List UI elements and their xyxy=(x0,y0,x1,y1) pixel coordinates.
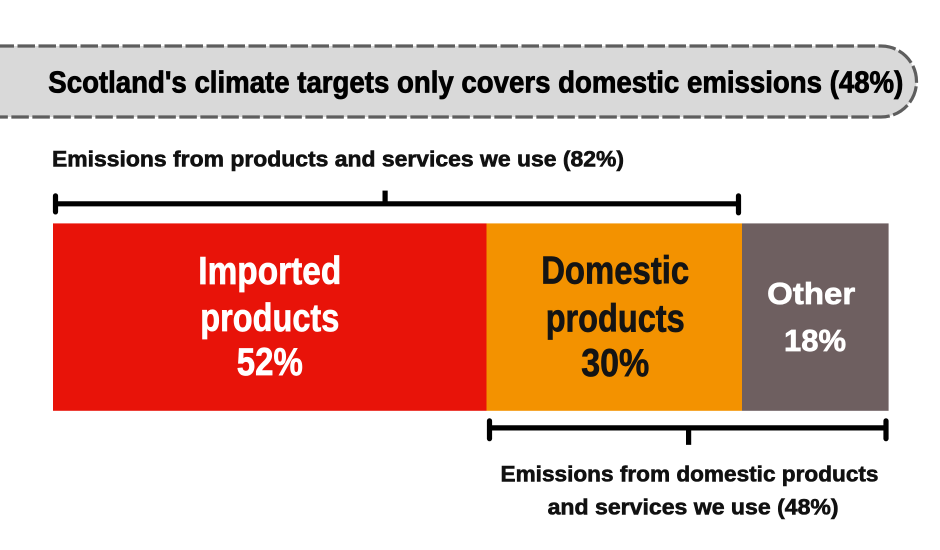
svg-text:Domestic: Domestic xyxy=(541,250,689,293)
svg-text:Scotland's climate targets onl: Scotland's climate targets only covers d… xyxy=(48,66,903,100)
svg-text:products: products xyxy=(200,297,339,340)
svg-text:18%: 18% xyxy=(784,323,846,358)
svg-text:and services we use (48%): and services we use (48%) xyxy=(548,494,839,519)
svg-text:Imported: Imported xyxy=(198,250,341,293)
svg-text:Emissions from domestic produc: Emissions from domestic products xyxy=(501,461,879,486)
svg-text:30%: 30% xyxy=(581,342,649,385)
svg-text:52%: 52% xyxy=(237,341,303,384)
svg-text:products: products xyxy=(546,298,685,341)
svg-text:Other: Other xyxy=(767,276,855,311)
svg-text:Emissions from products and se: Emissions from products and services we … xyxy=(52,146,624,171)
